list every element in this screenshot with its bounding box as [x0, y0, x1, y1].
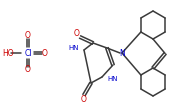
Text: HN: HN	[68, 45, 79, 51]
Text: O: O	[74, 28, 80, 37]
Text: O: O	[25, 66, 31, 75]
Text: HN: HN	[107, 76, 118, 82]
Text: N: N	[119, 49, 125, 58]
Text: O: O	[25, 32, 31, 41]
Text: Cl: Cl	[24, 49, 32, 58]
Text: HO: HO	[2, 49, 14, 58]
Text: O: O	[42, 49, 48, 58]
Text: O: O	[81, 94, 87, 104]
